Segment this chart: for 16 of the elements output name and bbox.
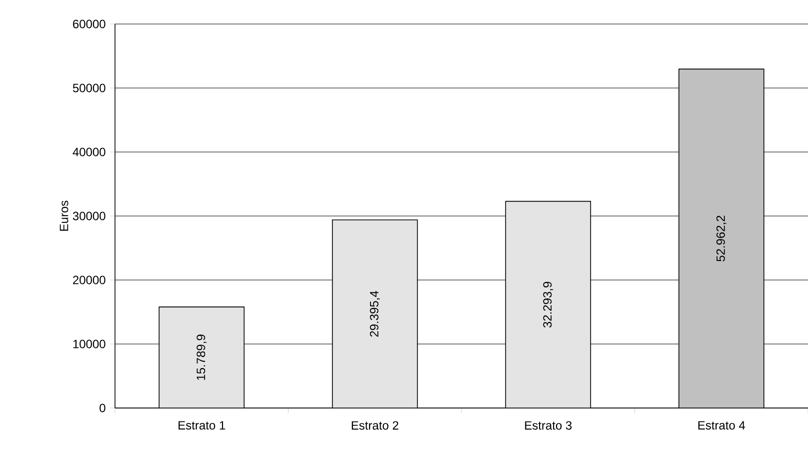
data-label: 15.789,9 [196,334,207,380]
y-tick-label: 50000 [72,84,106,92]
x-tick-label: Estrato 2 [352,421,398,430]
x-tick-label: Estrato 1 [178,421,226,430]
y-tick-label: 40000 [72,148,106,156]
y-tick-label: 0 [100,404,106,412]
data-label: 29.395,4 [370,290,380,337]
y-tick-label: 60000 [73,20,106,28]
x-tick-label: Estrato 3 [525,421,572,430]
data-label: 52.962,2 [716,216,726,262]
y-tick-label: 10000 [73,340,106,348]
x-tick-label: Estrato 4 [698,421,746,430]
data-label: 32.293,9 [543,282,554,328]
y-axis-title: Euros [60,200,68,231]
y-tick-label: 20000 [73,276,106,284]
y-tick-label: 30000 [72,212,106,220]
